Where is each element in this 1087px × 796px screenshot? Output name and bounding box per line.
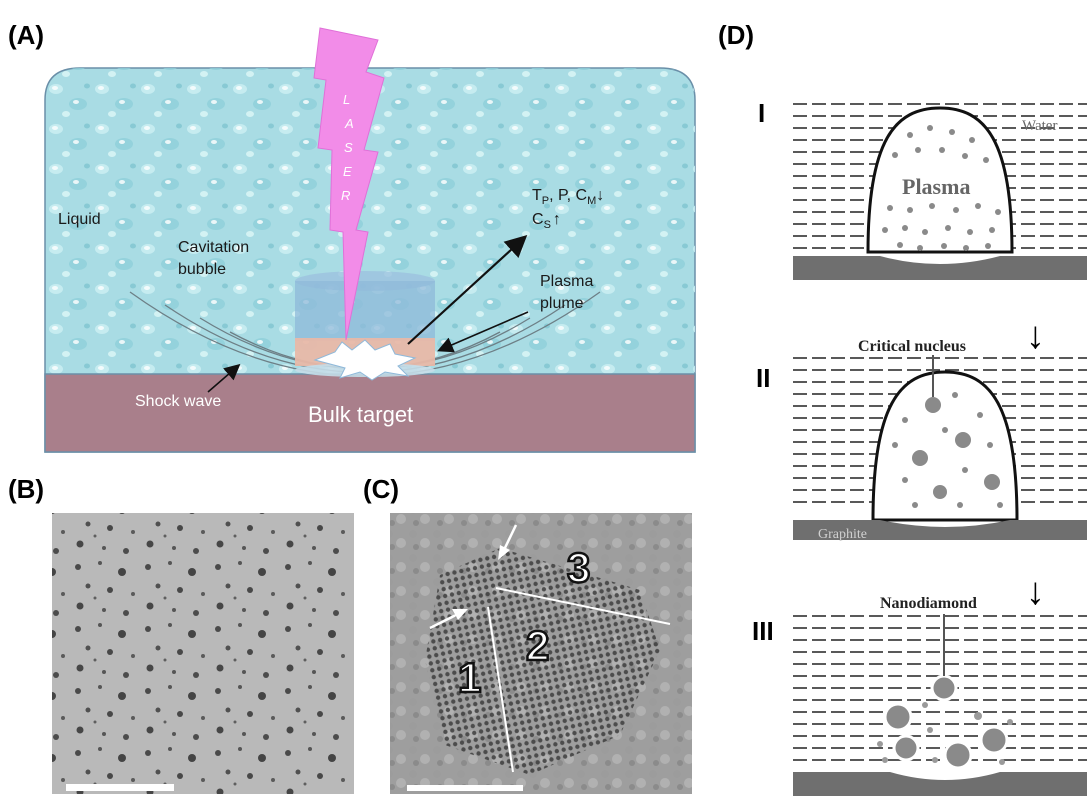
plasma-bubble-1 — [866, 106, 1014, 254]
grain-label-2: 2 — [526, 622, 549, 669]
plasma-params: TP, P, CM↓ — [532, 187, 604, 207]
bulk-target-label: Bulk target — [308, 402, 413, 427]
graphite-slab-1 — [793, 256, 1087, 280]
plasma-particles-1 — [882, 125, 1001, 251]
stage-arrow-1: ↓ — [1026, 315, 1045, 357]
eq-t-sub: P — [542, 195, 549, 207]
nanodiamond-text: Nanodiamond — [880, 595, 977, 612]
critical-nucleus-text: Critical nucleus — [858, 338, 966, 355]
stage-2-label: II — [756, 363, 770, 393]
plasma-pointer-arrow — [437, 311, 529, 353]
nanodiamond-particles — [883, 674, 1009, 770]
panel-c: (C) 1 2 3 — [363, 474, 692, 794]
panel-d: (D) I Plasma Water — [718, 20, 1087, 796]
plume-arrow — [407, 235, 528, 345]
plasma-label-line1: Plasma — [540, 273, 593, 290]
laser-letter-l: L — [343, 92, 350, 107]
lattice-fringes — [425, 548, 660, 775]
scale-bar-c — [407, 785, 523, 791]
grain-label-3: 3 — [567, 544, 590, 591]
stage-arrow-2: ↓ — [1026, 571, 1045, 613]
defect-arrow-left — [429, 612, 459, 630]
laser-letter-e: E — [343, 164, 352, 179]
cavitation-bubble — [295, 281, 435, 341]
twin-boundary-2 — [495, 587, 671, 625]
laser-letter-s: S — [344, 140, 353, 155]
grain-label-1: 1 — [458, 654, 481, 701]
graphite-text: Graphite — [818, 527, 867, 542]
droplet-texture — [45, 68, 695, 452]
stage-1-label: I — [758, 98, 765, 128]
ablation-spark — [313, 339, 417, 381]
laser-letter-r: R — [341, 188, 350, 203]
eq-t: T — [532, 187, 542, 204]
nucleus-particles — [892, 392, 1003, 508]
eq-c: C — [532, 211, 544, 228]
eq-m-sub: M — [587, 195, 596, 207]
eq-down-arrow: ↓ — [596, 187, 604, 204]
twin-boundary-1 — [487, 606, 514, 773]
scale-bar-b — [66, 784, 174, 791]
bulk-target — [44, 373, 696, 453]
eq-up-arrow: ↑ — [553, 211, 561, 228]
stage-3: III Nanodiamond — [752, 595, 1087, 796]
small-particles — [877, 702, 1013, 765]
stage-3-label: III — [752, 616, 774, 646]
cavitation-label-line2: bubble — [178, 261, 226, 278]
nanoparticle-dots — [52, 513, 354, 794]
solid-param: CS ↑ — [532, 211, 561, 231]
panel-b: (B) — [8, 474, 354, 794]
laser-beam — [313, 27, 385, 341]
water-text: Water — [1022, 118, 1057, 134]
panel-d-label: (D) — [718, 20, 754, 50]
defect-arrow-top — [501, 524, 518, 553]
plasma-text: Plasma — [902, 174, 970, 199]
eq-c-sub: S — [544, 219, 551, 231]
plasma-bubble-2 — [871, 370, 1019, 522]
plasma-label-line2: plume — [540, 295, 584, 312]
panel-a: (A) L A S E R Liquid Cavitation bubble P… — [8, 20, 696, 453]
panel-b-label: (B) — [8, 474, 44, 504]
shock-pointer-arrow — [207, 363, 241, 393]
stage-1: I Plasma Water — [758, 98, 1087, 280]
shock-wave-label: Shock wave — [135, 393, 221, 410]
cavitation-label-line1: Cavitation — [178, 239, 249, 256]
liquid-label: Liquid — [58, 211, 101, 228]
panel-a-label: (A) — [8, 20, 44, 50]
graphite-slab-3 — [793, 772, 1087, 796]
eq-mid: , P, C — [549, 187, 587, 204]
stage-2: II Critical nucleus Graphite — [756, 338, 1087, 542]
laser-letter-a: A — [344, 116, 354, 131]
panel-c-label: (C) — [363, 474, 399, 504]
laser-text: L A S E R — [341, 92, 354, 203]
graphite-slab-2 — [793, 520, 1087, 540]
